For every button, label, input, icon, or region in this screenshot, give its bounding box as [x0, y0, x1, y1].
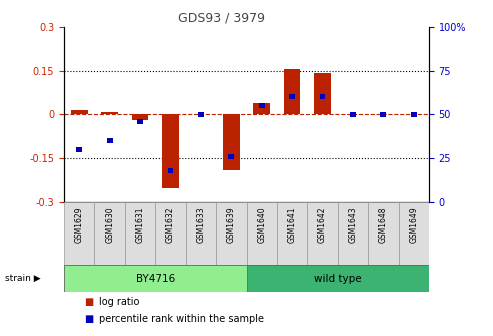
- Text: GSM1630: GSM1630: [105, 207, 114, 243]
- Bar: [198, 112, 204, 117]
- Bar: [95, 202, 125, 265]
- Bar: [381, 112, 386, 117]
- Text: GSM1641: GSM1641: [287, 207, 297, 243]
- Bar: [162, 114, 179, 188]
- Bar: [132, 114, 148, 120]
- Bar: [64, 202, 95, 265]
- Bar: [64, 265, 246, 292]
- Text: GSM1633: GSM1633: [196, 207, 206, 243]
- Bar: [253, 102, 270, 114]
- Text: GSM1643: GSM1643: [349, 207, 357, 243]
- Bar: [246, 265, 429, 292]
- Bar: [314, 74, 331, 114]
- Text: GSM1649: GSM1649: [409, 207, 418, 243]
- Bar: [398, 202, 429, 265]
- Bar: [71, 110, 88, 114]
- Bar: [76, 146, 82, 152]
- Text: GSM1632: GSM1632: [166, 207, 175, 243]
- Bar: [102, 112, 118, 114]
- Bar: [155, 202, 186, 265]
- Bar: [186, 202, 216, 265]
- Bar: [338, 202, 368, 265]
- Text: log ratio: log ratio: [99, 297, 139, 307]
- Bar: [307, 202, 338, 265]
- Bar: [137, 119, 143, 124]
- Bar: [216, 202, 246, 265]
- Bar: [168, 168, 174, 173]
- Bar: [259, 103, 265, 108]
- Text: strain ▶: strain ▶: [5, 275, 40, 283]
- Bar: [246, 202, 277, 265]
- Text: GSM1648: GSM1648: [379, 207, 388, 243]
- Bar: [350, 112, 356, 117]
- Text: ■: ■: [84, 314, 93, 324]
- Bar: [411, 112, 417, 117]
- Text: GSM1631: GSM1631: [136, 207, 144, 243]
- Text: GSM1629: GSM1629: [75, 207, 84, 243]
- Bar: [107, 138, 112, 143]
- Text: wild type: wild type: [314, 274, 361, 284]
- Bar: [228, 154, 234, 159]
- Text: GSM1639: GSM1639: [227, 207, 236, 243]
- Text: GDS93 / 3979: GDS93 / 3979: [178, 12, 265, 25]
- Text: GSM1642: GSM1642: [318, 207, 327, 243]
- Bar: [289, 94, 295, 99]
- Text: percentile rank within the sample: percentile rank within the sample: [99, 314, 264, 324]
- Bar: [125, 202, 155, 265]
- Text: GSM1640: GSM1640: [257, 207, 266, 243]
- Bar: [277, 202, 307, 265]
- Text: BY4716: BY4716: [136, 274, 175, 284]
- Bar: [319, 94, 325, 99]
- Bar: [284, 69, 300, 114]
- Text: ■: ■: [84, 297, 93, 307]
- Bar: [368, 202, 398, 265]
- Bar: [223, 114, 240, 170]
